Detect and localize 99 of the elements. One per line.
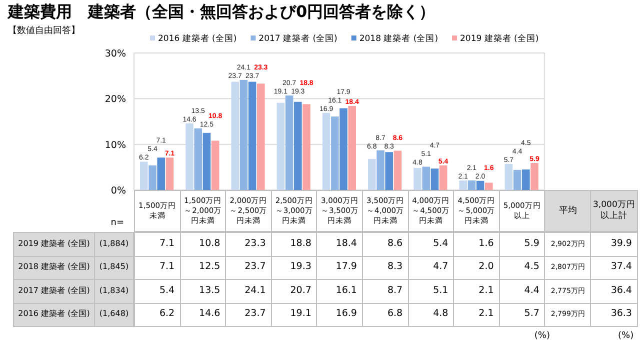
bar: [331, 116, 339, 190]
bar: [294, 102, 302, 190]
data-label: 18.8: [270, 232, 318, 256]
text: 37.4: [590, 256, 638, 280]
data-label: 4.5: [498, 256, 546, 280]
text: (1,884): [94, 232, 134, 256]
data-label: 14.6: [180, 302, 226, 327]
bar: [285, 95, 294, 190]
bar: [166, 158, 174, 190]
data-label: 5.4: [408, 232, 454, 256]
data-label: 6.2: [134, 302, 181, 327]
bar: [194, 128, 202, 190]
text: 2016 建築者 (全国): [18, 309, 90, 318]
data-label: 12.5: [180, 256, 226, 280]
bar: [248, 82, 256, 190]
data-label: 16.9: [316, 302, 363, 327]
text: (%): [618, 331, 635, 343]
data-label: 8.7: [362, 279, 409, 304]
bar: [439, 165, 448, 190]
data-label: 8.3: [362, 256, 409, 280]
data-label: 18.4: [316, 232, 363, 256]
text: 2017 建築者 (全国): [18, 286, 90, 295]
data-label: 23.3: [225, 232, 272, 256]
bar: [340, 108, 348, 190]
data-label: 4.4: [498, 279, 546, 304]
bar: [231, 82, 239, 190]
bar: [414, 168, 422, 190]
bar: [385, 152, 393, 190]
bar: [394, 150, 402, 190]
bar: [368, 158, 376, 190]
text: 2018 建築者 (全国): [18, 262, 90, 272]
bar: [530, 163, 538, 190]
bar: [257, 84, 265, 190]
bar: [422, 166, 430, 190]
legend-label: 2018 建築者 (全国): [359, 33, 438, 44]
data-label: 2.1: [453, 279, 500, 304]
y-tick-label: 10%: [104, 140, 126, 151]
data-label: 5.1: [408, 279, 454, 304]
text: n=: [110, 218, 124, 230]
data-label: 7.1: [134, 256, 181, 280]
data-label: 10.8: [180, 232, 226, 256]
bar: [522, 169, 530, 190]
bar: [468, 180, 476, 190]
data-label: 4.8: [408, 302, 454, 327]
bar: [240, 80, 248, 190]
text: 39.9: [590, 232, 638, 256]
data-label: 4.7: [408, 256, 454, 280]
text: 2019 建築者 (全国): [18, 238, 90, 248]
y-tick-label: 0%: [110, 186, 126, 196]
data-label: 7.1: [134, 232, 181, 256]
data-label: 19.3: [270, 256, 318, 280]
data-label: 17.9: [316, 256, 363, 280]
bar: [148, 165, 156, 190]
bar: [186, 123, 194, 190]
text: 3,000万円以上計: [590, 190, 638, 232]
text: 平均: [544, 190, 592, 232]
chart-title: 建築費用 建築者（全国・無回答および0円回答者を除く）: [8, 2, 436, 23]
text: (1,845): [94, 256, 134, 280]
data-label: 23.7: [225, 256, 272, 280]
bar: [459, 180, 467, 190]
bar: [485, 182, 493, 190]
bar: [202, 132, 211, 190]
data-label: 13.5: [180, 279, 226, 304]
y-tick-label: 30%: [104, 48, 126, 60]
y-tick-label: 20%: [104, 94, 126, 106]
text: (%): [534, 331, 551, 343]
bar: [157, 158, 165, 190]
data-label: 6.8: [362, 302, 409, 327]
text: 36.4: [590, 279, 638, 304]
bar: [513, 170, 522, 190]
data-label: 19.1: [270, 302, 318, 327]
legend-label: 2019 建築者 (全国): [460, 33, 539, 44]
bar: [211, 140, 220, 190]
bar: [430, 168, 439, 190]
text: (1,648): [94, 302, 134, 327]
data-label: 5.7: [498, 302, 546, 327]
data-label: 16.1: [316, 279, 363, 304]
bar: [302, 104, 310, 190]
bar: [376, 150, 384, 190]
bar: [348, 106, 356, 190]
data-label: 2.1: [453, 302, 500, 327]
data-label: 24.1: [225, 279, 272, 304]
legend-label: 2017 建築者 (全国): [258, 33, 338, 44]
data-label: 8.6: [362, 232, 409, 256]
text: (1,834): [94, 279, 134, 304]
bar: [140, 162, 148, 190]
text: 36.3: [590, 302, 638, 327]
data-label: 23.7: [225, 302, 272, 327]
text: 【数値自由回答】: [8, 26, 80, 36]
data-label: 5.4: [134, 279, 181, 304]
data-label: 5.9: [498, 232, 546, 256]
data-label: 2.0: [453, 256, 500, 280]
legend-label: 2016 建築者 (全国): [158, 33, 237, 44]
data-label: 20.7: [270, 279, 318, 304]
data-label: 1.6: [453, 232, 500, 256]
bar: [276, 102, 285, 190]
bar: [504, 164, 513, 190]
bar: [322, 112, 330, 190]
bar: [476, 180, 484, 190]
